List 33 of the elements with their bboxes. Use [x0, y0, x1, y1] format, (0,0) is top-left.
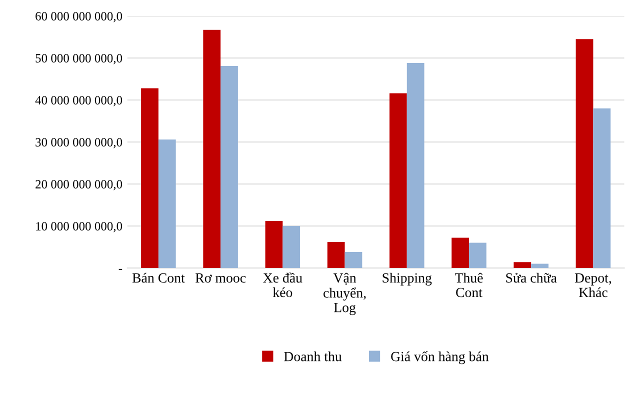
bar: [158, 139, 176, 268]
bar: [389, 93, 407, 268]
bar: [406, 63, 424, 268]
y-tick-label: 40 000 000 000,0: [35, 96, 122, 106]
y-tick-label: 20 000 000 000,0: [36, 180, 122, 190]
bar: [344, 252, 362, 268]
bar: [593, 108, 611, 268]
bar: [576, 39, 594, 268]
bar: [282, 226, 300, 268]
y-tick-label: -: [118, 268, 122, 270]
bar: [265, 220, 283, 268]
y-tick-label: 60 000 000 000,0: [36, 12, 122, 22]
legend-label: Giá vốn hàng bán: [391, 351, 489, 364]
y-tick-label: 10 000 000 000,0: [36, 222, 122, 232]
bar: [141, 88, 158, 268]
x-tick-label: Bán Cont: [132, 272, 185, 283]
x-tick-label: Shipping: [382, 272, 432, 286]
x-tick-label: Thuê Cont: [454, 272, 483, 298]
legend-label: Doanh thu: [284, 351, 342, 362]
x-tick-label: Vận chuyển, Log: [324, 272, 366, 316]
bar: [203, 30, 221, 268]
y-tick-label: 30 000 000 000,0: [36, 138, 122, 148]
x-tick-label: Depot, Khác: [574, 273, 612, 298]
y-tick-label: 50 000 000 000,0: [36, 54, 122, 64]
x-tick-label: Sửa chữa: [506, 272, 557, 283]
bar: [327, 242, 345, 268]
x-tick-label: Xe đầu kéo: [263, 272, 302, 298]
bar: [468, 242, 486, 268]
bar: [452, 238, 469, 268]
bar: [531, 264, 548, 268]
bar: [220, 66, 238, 268]
bar: [514, 262, 532, 268]
x-tick-label: Rơ mooc: [195, 273, 246, 283]
